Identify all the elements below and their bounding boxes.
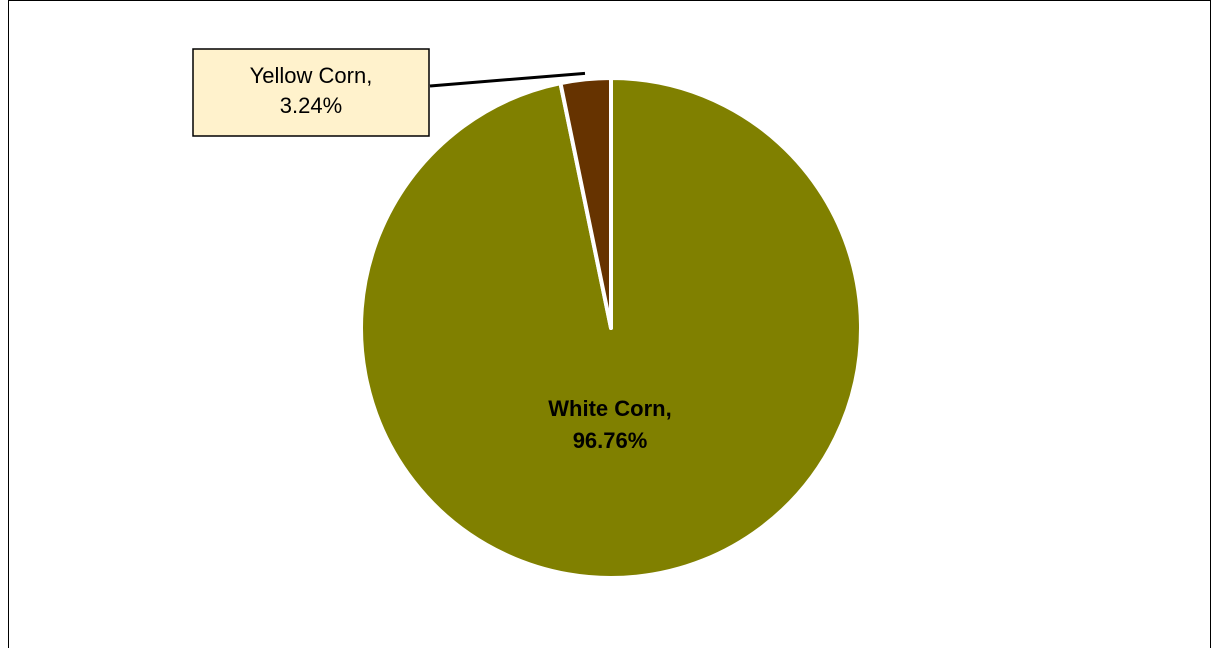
yellow-corn-callout: Yellow Corn, 3.24%: [192, 48, 430, 137]
white-corn-datalabel: White Corn, 96.76%: [548, 396, 671, 453]
yellow-corn-value: 3.24%: [280, 93, 342, 118]
yellow-corn-label: Yellow Corn,: [250, 63, 373, 88]
white-corn-value: 96.76%: [573, 428, 648, 453]
pie-slice-yellow-corn: [558, 76, 613, 330]
yellow-corn-leader-line: [429, 71, 586, 88]
white-corn-label: White Corn,: [548, 396, 671, 421]
pie-slices: [359, 76, 863, 580]
